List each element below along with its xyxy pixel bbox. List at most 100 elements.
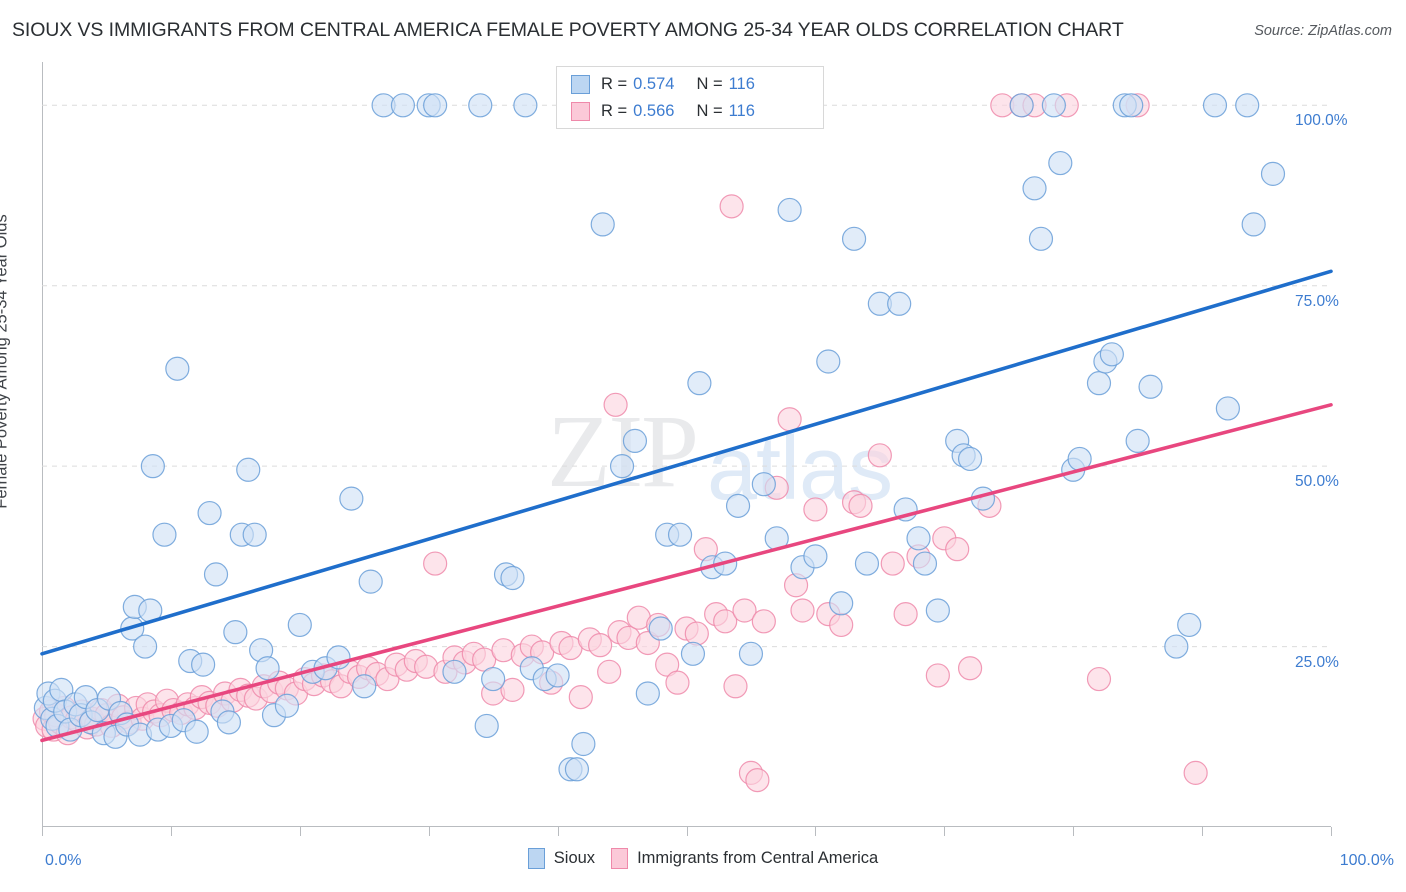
data-point: [1164, 634, 1189, 659]
data-point: [906, 526, 931, 551]
data-point: [1177, 612, 1202, 638]
data-point: [655, 652, 680, 677]
legend-color-sioux: [527, 848, 545, 869]
x-axis-max-label: 100.0%: [1339, 852, 1394, 869]
r-value-immigrants: 0.566: [633, 101, 675, 120]
data-point: [1009, 93, 1034, 118]
data-point: [609, 454, 635, 479]
data-point: [423, 551, 448, 576]
data-point: [1183, 760, 1208, 785]
y-axis-tick-label: 25.0%: [1295, 653, 1339, 671]
n-value-sioux: 116: [728, 74, 755, 93]
x-axis-tick: [1073, 827, 1075, 836]
source-label: Source: ZipAtlas.com: [1254, 23, 1392, 39]
data-point: [339, 486, 364, 511]
data-point: [713, 609, 738, 634]
legend-swatch-immigrants: [571, 101, 590, 121]
data-point: [732, 598, 757, 623]
data-point: [867, 443, 892, 468]
data-point: [635, 681, 660, 706]
data-point: [680, 641, 706, 666]
plot-area: ZIP atlas: [32, 62, 1333, 836]
correlation-legend: R = 0.574 N = 116 R = 0.566 N = 116: [556, 66, 824, 129]
scatter-series-sioux: [33, 93, 1286, 782]
trendlines-layer: [40, 269, 1333, 743]
legend-label-sioux: Sioux: [553, 849, 596, 867]
data-point: [442, 659, 467, 684]
x-axis-tick: [815, 827, 817, 836]
data-point: [957, 656, 983, 681]
data-point: [1022, 176, 1047, 201]
data-point: [390, 93, 416, 118]
data-point: [803, 544, 828, 569]
data-point: [165, 356, 190, 381]
data-point: [203, 562, 229, 587]
n-label-immigrants: N =: [696, 101, 723, 120]
data-point: [667, 522, 693, 547]
x-axis-tick: [944, 827, 946, 836]
legend-label-immigrants: Immigrants from Central America: [637, 849, 879, 867]
data-point: [887, 291, 912, 316]
data-point: [925, 663, 950, 688]
data-point: [184, 719, 209, 744]
correlation-legend-row-sioux: R = 0.574 N = 116: [571, 71, 755, 97]
y-axis-tick-label: 75.0%: [1295, 292, 1339, 310]
legend-item-sioux[interactable]: Sioux: [527, 848, 596, 869]
data-point: [893, 601, 918, 627]
plot-frame: [42, 62, 1331, 827]
data-point: [1202, 93, 1228, 118]
data-point: [352, 674, 377, 699]
data-point: [133, 634, 158, 659]
data-point: [803, 497, 828, 522]
r-label-sioux: R =: [601, 74, 628, 93]
x-axis-tick: [1202, 827, 1204, 836]
legend-swatch-sioux: [571, 74, 590, 94]
x-axis-tick: [686, 827, 688, 836]
data-point: [880, 551, 905, 576]
data-point: [723, 674, 748, 699]
data-point: [597, 659, 622, 684]
y-axis-tick-label: 50.0%: [1295, 473, 1339, 491]
x-axis-tick: [299, 827, 301, 836]
correlation-legend-row-immigrants: R = 0.566 N = 116: [571, 98, 755, 124]
data-point: [848, 493, 873, 518]
data-point: [603, 392, 628, 417]
data-point: [242, 522, 267, 547]
y-axis-tick-label: 100.0%: [1295, 112, 1348, 130]
data-point: [358, 569, 383, 594]
data-point: [500, 565, 525, 591]
data-point: [1138, 374, 1163, 399]
data-point: [568, 684, 593, 710]
x-axis-min-label: 0.0%: [45, 852, 82, 869]
data-point: [841, 226, 867, 251]
data-point: [790, 598, 815, 623]
data-point: [152, 522, 177, 547]
data-point: [1086, 666, 1112, 692]
data-point: [588, 633, 613, 658]
trendline-immigrants: [40, 403, 1333, 743]
data-point: [474, 713, 499, 739]
data-point: [545, 663, 570, 688]
data-point: [513, 93, 538, 118]
data-point: [1241, 212, 1266, 237]
legend-item-immigrants[interactable]: Immigrants from Central America: [611, 848, 878, 869]
data-point: [236, 457, 261, 482]
data-point: [223, 620, 248, 645]
data-point: [481, 666, 506, 692]
data-point: [571, 731, 596, 757]
data-point: [1125, 428, 1150, 453]
data-point: [777, 197, 802, 223]
data-point: [719, 194, 744, 219]
x-axis-tick: [1331, 827, 1332, 836]
data-point: [687, 371, 712, 396]
data-point: [854, 551, 880, 576]
trendline-sioux: [40, 269, 1333, 656]
data-point: [945, 537, 970, 562]
data-point: [738, 641, 764, 666]
data-point: [1215, 396, 1240, 421]
data-point: [829, 591, 854, 616]
data-point: [648, 616, 673, 641]
data-point: [1041, 93, 1066, 118]
x-axis-tick: [557, 827, 559, 836]
